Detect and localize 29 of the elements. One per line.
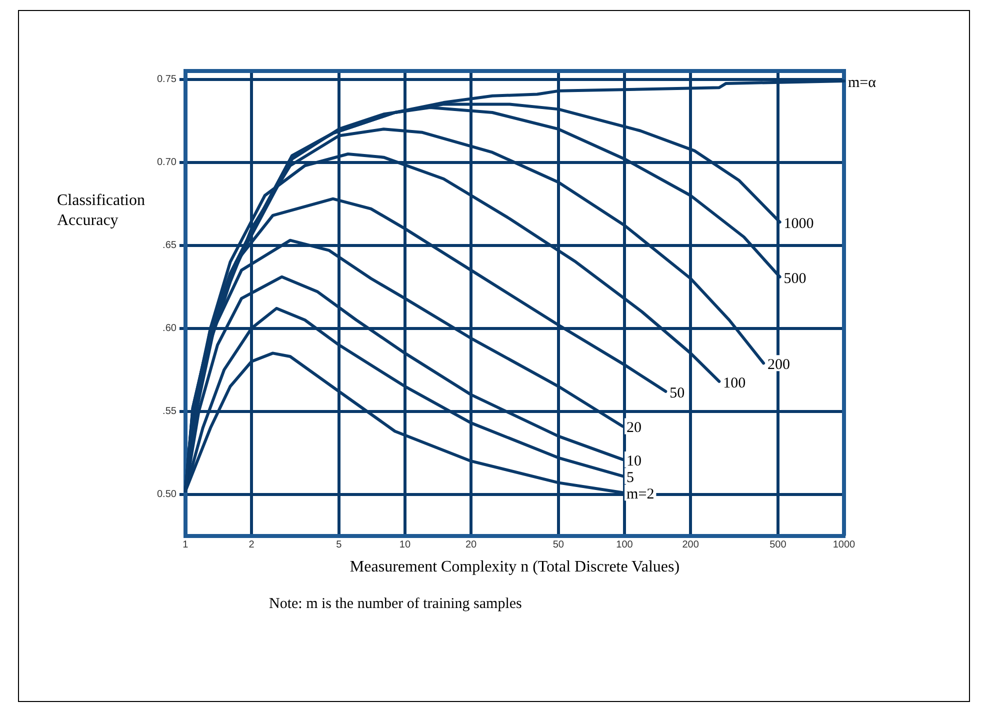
y-axis-title: Classification Accuracy <box>57 191 146 231</box>
y-tick-label: 0.50 <box>156 489 177 500</box>
y-tick-label: 0.70 <box>156 157 177 168</box>
x-tick-label: 100 <box>616 540 634 551</box>
series-label: m=α <box>848 74 876 91</box>
y-tick-label: .60 <box>162 323 177 334</box>
y-tick-label: .65 <box>162 240 177 252</box>
y-tick-label: .55 <box>162 406 177 418</box>
text: Note: m is the number of training samples <box>269 596 522 613</box>
series-label: 100 <box>723 375 746 392</box>
series-label: 10 <box>626 453 642 470</box>
series-label: 5 <box>626 470 634 486</box>
series-label: 50 <box>670 385 685 402</box>
x-tick-label: 1000 <box>832 540 856 551</box>
x-tick-label: 500 <box>770 540 787 551</box>
y-tick-label: 0.75 <box>156 74 177 86</box>
x-tick-label: 200 <box>682 540 700 551</box>
series-label: 500 <box>784 270 806 287</box>
x-tick-label: 5 <box>336 540 342 551</box>
series-label: 200 <box>768 357 790 374</box>
series-label: 20 <box>626 420 642 436</box>
x-tick-label: 2 <box>248 540 255 551</box>
x-tick-label: 1 <box>182 540 189 551</box>
x-tick-label: 50 <box>552 540 564 551</box>
x-tick-label: 20 <box>465 540 478 551</box>
series-label: 1000 <box>784 216 814 232</box>
x-tick-label: 10 <box>399 540 411 551</box>
x-axis-title: Measurement Complexity n (Total Discrete Values) <box>350 558 680 576</box>
series-label: m=2 <box>626 486 654 503</box>
